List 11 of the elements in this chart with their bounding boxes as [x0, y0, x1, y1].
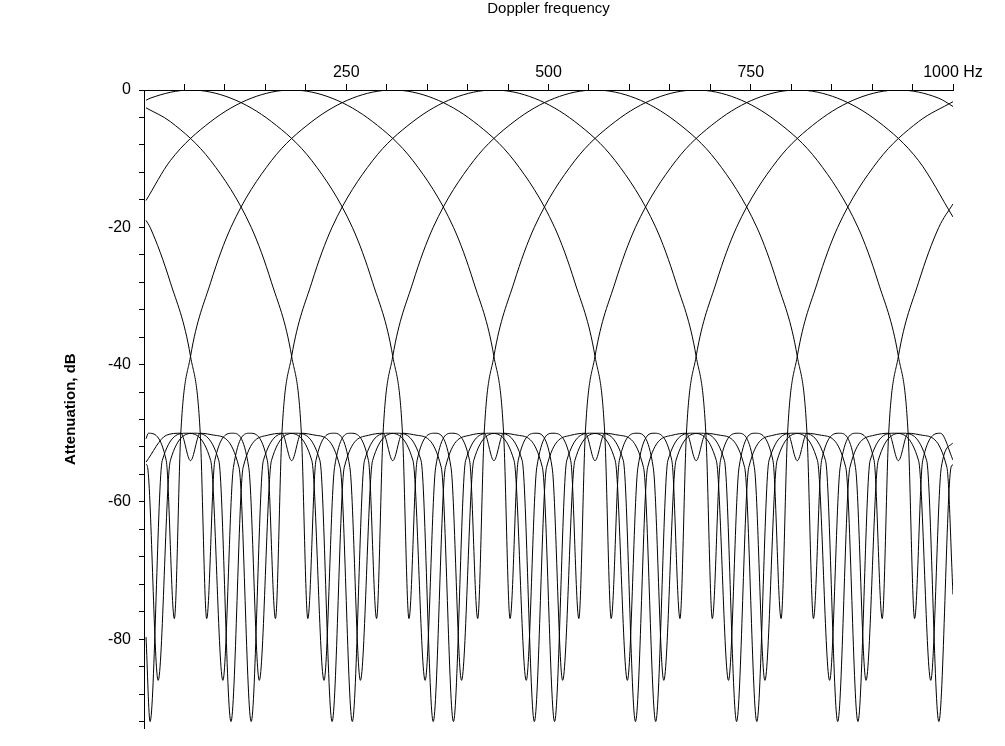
y-tick-label: -20: [107, 217, 132, 235]
x-axis-title: Doppler frequency: [487, 0, 611, 17]
y-tick-label: 0: [122, 80, 132, 98]
y-axis-title: Attenuation, dB: [61, 353, 79, 466]
x-tick-label: 1000 Hz: [923, 62, 983, 80]
x-tick-label: 750: [737, 62, 765, 80]
x-tick-label: 250: [332, 62, 360, 80]
y-tick-label: -60: [107, 492, 132, 510]
y-tick-label: -80: [107, 629, 132, 647]
x-tick-label: 500: [535, 62, 562, 80]
y-tick-label: -40: [107, 354, 132, 372]
